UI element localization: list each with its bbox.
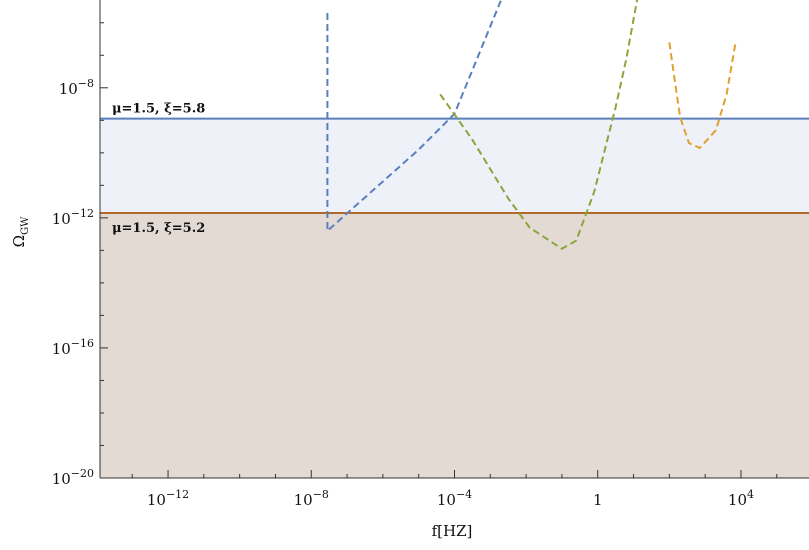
band-fill-2 (100, 212, 809, 478)
y-tick-base: 10 (59, 80, 78, 98)
y-tick-base: 10 (52, 470, 71, 488)
y-axis-label-main: Ω (10, 235, 28, 247)
band-fills (100, 117, 809, 478)
x-tick-label: 10−8 (294, 488, 329, 509)
band-label-1: μ=1.5, ξ=5.8 (112, 102, 205, 117)
sensitivity-curve-1 (326, 0, 503, 232)
y-tick-exponent: −12 (71, 207, 94, 220)
x-tick-label: 10−4 (437, 488, 472, 509)
y-axis-label-sub: GW (20, 216, 31, 235)
x-tick-exponent: −4 (456, 488, 472, 501)
x-axis-label: f[HZ] (432, 522, 473, 540)
x-tick-base: 10 (294, 491, 313, 509)
y-tick-exponent: −16 (71, 337, 94, 350)
band-labels: μ=1.5, ξ=5.8 μ=1.5, ξ=5.2 (112, 102, 205, 236)
x-tick-label: 1 (593, 491, 603, 509)
y-tick-base: 10 (52, 340, 71, 358)
sensitivity-curve-2 (439, 0, 639, 250)
x-tick-exponent: −8 (313, 488, 329, 501)
y-tick-exponent: −8 (78, 77, 94, 90)
y-tick-label: 10−12 (52, 207, 94, 228)
sensitivity-curves (326, 0, 737, 250)
sensitivity-curve-3 (668, 42, 737, 149)
y-tick-exponent: −20 (71, 467, 94, 480)
x-tick-base: 10 (437, 491, 456, 509)
x-tick-label: 10−12 (147, 488, 189, 509)
y-tick-base: 10 (52, 210, 71, 228)
y-tick-label: 10−16 (52, 337, 94, 358)
x-tick-base: 10 (147, 491, 166, 509)
x-tick-base: 10 (728, 491, 747, 509)
band-label-2: μ=1.5, ξ=5.2 (112, 221, 205, 236)
y-axis-label: ΩGW (10, 216, 31, 247)
x-tick-base: 1 (593, 491, 603, 509)
x-tick-label: 104 (728, 488, 754, 509)
y-tick-label: 10−8 (59, 77, 94, 98)
x-tick-exponent: 4 (747, 488, 754, 501)
x-tick-exponent: −12 (166, 488, 189, 501)
y-tick-label: 10−20 (52, 467, 94, 488)
